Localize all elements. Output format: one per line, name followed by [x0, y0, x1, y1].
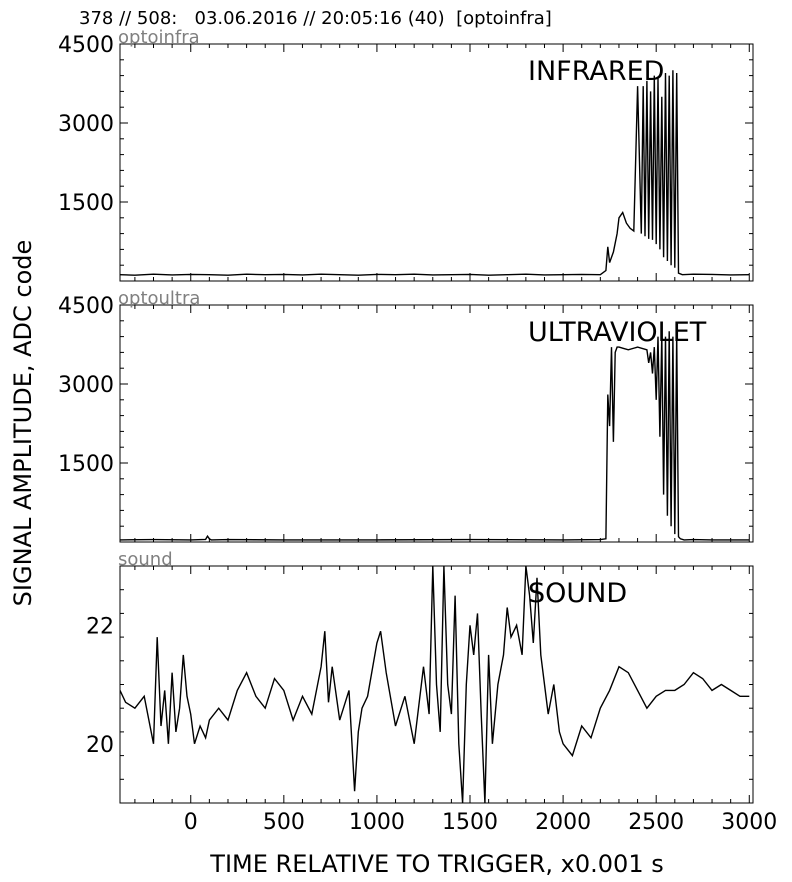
panel-source-label: optoultra: [118, 288, 200, 309]
y-tick-label: 1500: [58, 452, 114, 477]
x-axis-label: TIME RELATIVE TO TRIGGER, x0.001 s: [209, 850, 663, 878]
y-tick-label: 4500: [58, 33, 114, 58]
x-tick-label: 1000: [349, 810, 405, 835]
panel-source-label: optoinfra: [118, 27, 200, 48]
series-line-optoultra: [120, 331, 750, 541]
panel-source-label: sound: [118, 549, 173, 570]
panel-title: INFRARED: [528, 56, 664, 87]
y-tick-label: 4500: [58, 294, 114, 319]
panel-title: SOUND: [528, 578, 627, 609]
y-tick-label: 3000: [58, 112, 114, 137]
plot-frame-1: [119, 304, 754, 543]
y-tick-label: 3000: [58, 373, 114, 398]
chart-header: 378 // 508: 03.06.2016 // 20:05:16 (40) …: [79, 8, 552, 29]
x-tick-label: 2000: [535, 810, 591, 835]
x-tick-label: 2500: [628, 810, 684, 835]
panel-title: ULTRAVIOLET: [528, 317, 707, 348]
plot-frame-0: [119, 43, 754, 282]
x-tick-label: 1500: [442, 810, 498, 835]
x-tick-label: 0: [184, 810, 198, 835]
y-tick-label: 22: [86, 614, 114, 639]
series-line-sound: [120, 566, 750, 803]
y-tick-label: 20: [86, 733, 114, 758]
series-line-optoinfra: [120, 70, 750, 276]
y-tick-label: 1500: [58, 191, 114, 216]
y-axis-label: SIGNAL AMPLITUDE, ADC code: [9, 240, 37, 607]
x-tick-label: 500: [263, 810, 305, 835]
x-tick-label: 3000: [721, 810, 777, 835]
